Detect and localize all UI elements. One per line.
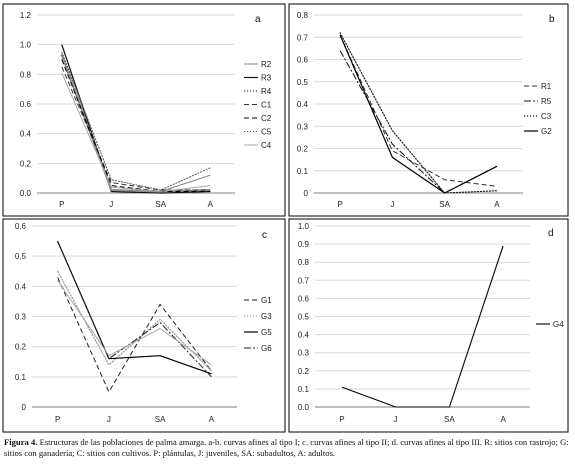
y-tick-label: 0.9 — [298, 240, 310, 249]
series-line-c5 — [61, 51, 211, 191]
panel-a-frame — [2, 3, 286, 217]
y-tick-label: 0.6 — [298, 294, 310, 303]
y-tick-label: 0.4 — [298, 331, 310, 340]
panel-c-frame — [2, 218, 286, 433]
legend-label: C5 — [261, 128, 272, 137]
panel-b-frame — [288, 3, 569, 217]
y-tick-label: 0.2 — [297, 145, 309, 154]
y-tick-label: 0.4 — [15, 282, 27, 291]
y-tick-label: 0.6 — [15, 222, 27, 231]
series-line-c1 — [61, 66, 211, 191]
y-tick-label: 0 — [304, 189, 309, 198]
legend-label: R1 — [541, 82, 552, 91]
y-tick-label: 0.6 — [20, 100, 32, 109]
y-tick-label: 0.3 — [15, 313, 27, 322]
x-tick-label: A — [500, 415, 506, 424]
y-tick-label: 0.4 — [297, 100, 309, 109]
y-tick-label: 0.5 — [297, 78, 309, 87]
x-tick-label: P — [339, 415, 344, 424]
x-tick-label: J — [109, 200, 113, 209]
x-tick-label: J — [390, 200, 394, 209]
y-tick-label: 1.0 — [20, 41, 32, 50]
y-tick-label: 0.4 — [20, 130, 32, 139]
panel-b-label: b — [549, 14, 555, 25]
legend-label: G6 — [261, 344, 272, 353]
series-line-r5 — [339, 50, 498, 194]
x-tick-label: SA — [155, 415, 166, 424]
y-tick-label: 0.2 — [15, 343, 27, 352]
y-tick-label: 0.5 — [15, 252, 27, 261]
y-tick-label: 0 — [22, 403, 27, 412]
legend-label: G3 — [261, 312, 272, 321]
series-line-g5 — [57, 240, 212, 375]
y-tick-label: 0.8 — [297, 11, 309, 20]
caption-text: Estructuras de las poblaciones de palma … — [4, 437, 569, 458]
x-tick-label: SA — [444, 415, 455, 424]
panel-d-chart: 0.0 0.1 0.2 0.3 0.4 0.5 0.6 0.7 0.8 0.9 1.0 P J SA A G4 — [298, 222, 564, 424]
series-line-g6 — [57, 240, 212, 378]
x-tick-label: P — [59, 200, 64, 209]
y-tick-label: 0.7 — [298, 276, 310, 285]
y-tick-label: 0.6 — [297, 56, 309, 65]
x-tick-label: SA — [439, 200, 450, 209]
legend-label: G1 — [261, 296, 272, 305]
series-line-unlabeled — [57, 280, 212, 366]
y-tick-label: 0.0 — [20, 189, 32, 198]
legend-label: G4 — [553, 320, 564, 329]
figure-caption: Figura 4. Estructuras de las poblaciones… — [4, 437, 572, 459]
panel-c-chart: 0 0.1 0.2 0.3 0.4 0.5 0.6 P J SA A G1 G3 G5 G6 — [15, 222, 272, 424]
legend-label: C3 — [541, 112, 552, 121]
y-tick-label: 0.3 — [297, 122, 309, 131]
y-tick-label: 0.8 — [20, 70, 32, 79]
panel-a-label: a — [255, 14, 261, 25]
x-tick-label: A — [494, 200, 500, 209]
legend-label: C2 — [261, 114, 272, 123]
legend-label: G2 — [541, 127, 552, 136]
legend-label: C4 — [261, 141, 272, 150]
x-tick-label: A — [209, 415, 215, 424]
series-line-c4 — [61, 72, 211, 192]
y-tick-label: 0.3 — [298, 349, 310, 358]
legend-label: G5 — [261, 328, 272, 337]
panel-d-frame — [288, 218, 569, 433]
y-tick-label: 0.5 — [298, 313, 310, 322]
x-tick-label: P — [337, 200, 342, 209]
series-line-r3 — [61, 44, 211, 194]
panel-b-chart: 0 0.1 0.2 0.3 0.4 0.5 0.6 0.7 0.8 P J SA A R1 R5 C3 G2 — [297, 11, 552, 209]
series-line-g1 — [57, 277, 212, 393]
x-tick-label: J — [394, 415, 398, 424]
series-line-c2 — [61, 59, 211, 192]
y-tick-label: 1.0 — [298, 222, 310, 231]
legend-label: C1 — [261, 101, 272, 110]
series-line-c3 — [339, 32, 498, 194]
x-tick-label: A — [208, 200, 214, 209]
y-tick-label: 0.8 — [298, 258, 310, 267]
y-tick-label: 0.7 — [297, 33, 309, 42]
y-tick-label: 0.0 — [298, 403, 310, 412]
legend-label: R5 — [541, 97, 552, 106]
series-line-g2 — [339, 34, 498, 194]
legend-label: R3 — [261, 74, 272, 83]
legend-label: R4 — [261, 87, 272, 96]
series-line-r1 — [339, 34, 497, 187]
panel-a-chart: 0.0 0.2 0.4 0.6 0.8 1.0 1.2 P J SA A R2 R3 R4 C1 C2 C5 C4 — [20, 11, 272, 209]
series-line-g4 — [341, 245, 504, 408]
y-tick-label: 0.2 — [20, 159, 32, 168]
y-tick-label: 0.2 — [298, 367, 310, 376]
legend-label: R2 — [261, 60, 272, 69]
panel-c-label: c — [262, 230, 267, 241]
y-tick-label: 0.1 — [297, 167, 309, 176]
y-tick-label: 0.1 — [15, 373, 27, 382]
caption-label: Figura 4. — [4, 437, 38, 447]
x-tick-label: J — [107, 415, 111, 424]
y-tick-label: 1.2 — [20, 11, 32, 20]
y-tick-label: 0.1 — [298, 385, 310, 394]
x-tick-label: P — [55, 415, 60, 424]
x-tick-label: SA — [155, 200, 166, 209]
panel-d-label: d — [548, 228, 554, 239]
